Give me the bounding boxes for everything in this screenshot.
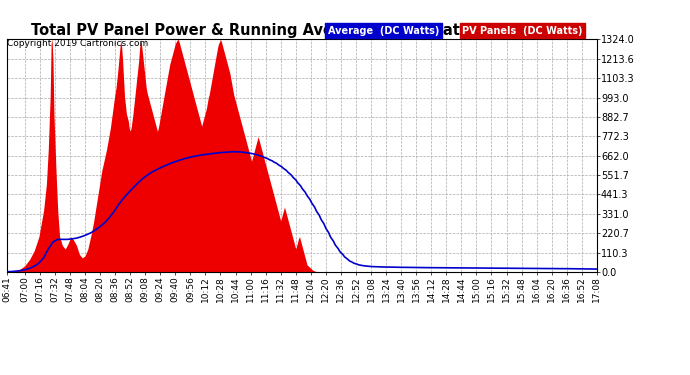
Text: Average  (DC Watts): Average (DC Watts) bbox=[328, 26, 439, 36]
Text: PV Panels  (DC Watts): PV Panels (DC Watts) bbox=[462, 26, 583, 36]
Text: Copyright 2019 Cartronics.com: Copyright 2019 Cartronics.com bbox=[7, 39, 148, 48]
Title: Total PV Panel Power & Running Average Power Sat Feb 16 17:21: Total PV Panel Power & Running Average P… bbox=[31, 23, 573, 38]
